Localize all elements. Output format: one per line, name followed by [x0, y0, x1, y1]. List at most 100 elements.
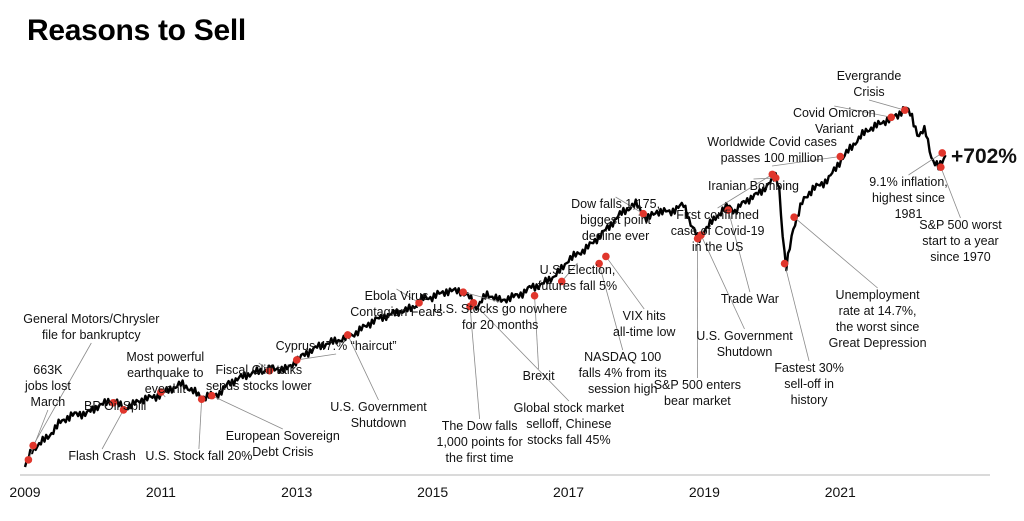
event-marker	[724, 206, 732, 214]
x-tick-label: 2019	[689, 484, 720, 500]
annotation-label: U.S. Government Shutdown	[330, 400, 427, 430]
event-marker	[24, 456, 33, 464]
annotation-leader	[198, 399, 203, 450]
event-marker	[901, 106, 909, 114]
annotation-leader	[469, 306, 480, 420]
annotation-leaders	[28, 99, 961, 461]
x-tick-label: 2011	[146, 484, 176, 500]
event-marker	[292, 356, 301, 364]
event-marker	[459, 288, 468, 296]
annotation-label: Unemployment rate at 14.7%, the worst sinc…	[829, 288, 927, 350]
annotation-leader	[396, 288, 420, 304]
event-marker	[197, 395, 206, 403]
x-tick-label: 2017	[553, 484, 584, 500]
event-marker	[937, 163, 945, 172]
annotation-label: U.S. Election, futures fall 5%	[538, 263, 617, 293]
event-marker	[697, 231, 705, 239]
event-markers	[24, 106, 947, 464]
event-marker	[208, 391, 216, 400]
annotation-label: Trade War	[721, 292, 779, 306]
event-marker	[530, 291, 539, 300]
annotation-label: Brexit	[523, 369, 555, 383]
annotation-label: S&P 500 enters bear market	[654, 378, 741, 408]
annotation-leader	[700, 234, 745, 330]
series-line	[23, 106, 947, 468]
event-marker	[469, 299, 478, 307]
event-marker	[771, 174, 780, 182]
series-layer	[23, 106, 947, 468]
annotation-leader	[347, 334, 379, 401]
event-marker	[790, 213, 798, 221]
event-marker	[557, 277, 566, 286]
event-marker	[639, 209, 648, 218]
annotation-label: Evergrande Crisis	[837, 69, 902, 99]
annotation-leader	[908, 152, 943, 176]
annotation-leader	[28, 409, 49, 461]
x-tick-label: 2015	[417, 484, 448, 500]
annotation-leader	[463, 291, 501, 303]
event-marker	[343, 331, 352, 339]
x-tick-label: 2021	[825, 484, 856, 500]
annotation-label: BP Oil Spill	[84, 399, 146, 413]
annotation-label: Flash Crash	[68, 449, 135, 463]
annotation-label: VIX hits all-time low	[613, 309, 676, 339]
annotation-leader	[717, 174, 773, 209]
event-marker	[415, 299, 423, 307]
annotation-leader	[561, 262, 578, 282]
x-tick-label: 2009	[9, 484, 40, 500]
x-tick-label: 2013	[281, 484, 312, 500]
annotation-label: Most powerful earthquake to ever hit	[126, 350, 204, 396]
event-marker	[602, 252, 610, 261]
annotation-label: U.S. Stocks go nowhere for 20 months	[433, 302, 567, 332]
annotation-label: NASDAQ 100 falls 4% from its session high	[579, 350, 667, 396]
annotation-label: Global stock market selloff, Chinese stock…	[514, 401, 625, 447]
annotation-leader	[727, 209, 751, 293]
annotation-leader	[296, 353, 337, 361]
annotation-label: Dow falls 1,175, biggest point decline eve…	[571, 197, 660, 243]
annotation-leader	[605, 256, 645, 310]
annotation-leader	[772, 156, 841, 167]
annotation-label: The Dow falls 1,000 points for the first t…	[437, 419, 523, 465]
annotation-label: First confirmed case of Covid-19 in the US	[671, 208, 765, 254]
x-axis: 2009 2011 2013 2015 2017 2019 2021	[9, 474, 990, 500]
event-marker	[157, 388, 165, 396]
chart-title: Reasons to Sell	[27, 14, 246, 47]
annotation-leader	[473, 302, 570, 402]
annotation-label: U.S. Stock fall 20%	[145, 449, 252, 463]
annotation-leader	[784, 263, 810, 362]
annotation-label: Cyprus 47.% “haircut”	[276, 339, 397, 353]
event-marker	[780, 259, 789, 268]
annotation-leader	[534, 295, 539, 370]
total-return-label: +702%	[951, 145, 1017, 168]
annotation-label: Covid Omicron Variant	[793, 106, 876, 136]
event-marker	[887, 113, 896, 122]
annotation-label: Iranian Bombing	[708, 179, 799, 193]
annotation-label: 663K jobs lost March	[24, 363, 71, 409]
annotation-leader	[32, 342, 92, 446]
event-marker	[109, 398, 118, 407]
annotation-label: European Sovereign Debt Crisis	[226, 429, 340, 459]
annotation-leader	[615, 196, 644, 214]
annotation-leader	[940, 167, 961, 219]
annotation-leader	[868, 99, 905, 111]
annotation-leader	[834, 105, 892, 118]
annotation-label: Fiscal Cliff talks sends stocks lower	[206, 363, 312, 393]
event-marker	[595, 259, 603, 268]
annotation-leader	[101, 409, 124, 450]
event-marker	[119, 406, 128, 414]
annotation-leader	[598, 263, 624, 351]
event-marker	[29, 441, 37, 450]
annotation-label: General Motors/Chrysler file for bankrupt…	[23, 312, 159, 342]
annotation-labels: 663K jobs lost March General Motors/Chrysle…	[23, 69, 1002, 465]
annotation-leader	[211, 395, 283, 430]
event-marker	[265, 366, 274, 375]
annotation-leader	[793, 216, 878, 289]
annotation-label: Worldwide Covid cases passes 100 million	[707, 135, 837, 165]
annotation-label: Ebola Virus Contagion Fears	[350, 289, 442, 319]
annotation-label: S&P 500 worst start to a year since 1970	[919, 218, 1002, 264]
annotation-label: 9.1% inflation, highest since 1981	[869, 175, 948, 221]
event-marker	[836, 152, 845, 161]
annotation-label: Fastest 30% sell-off in history	[774, 361, 843, 407]
event-marker	[938, 149, 947, 157]
